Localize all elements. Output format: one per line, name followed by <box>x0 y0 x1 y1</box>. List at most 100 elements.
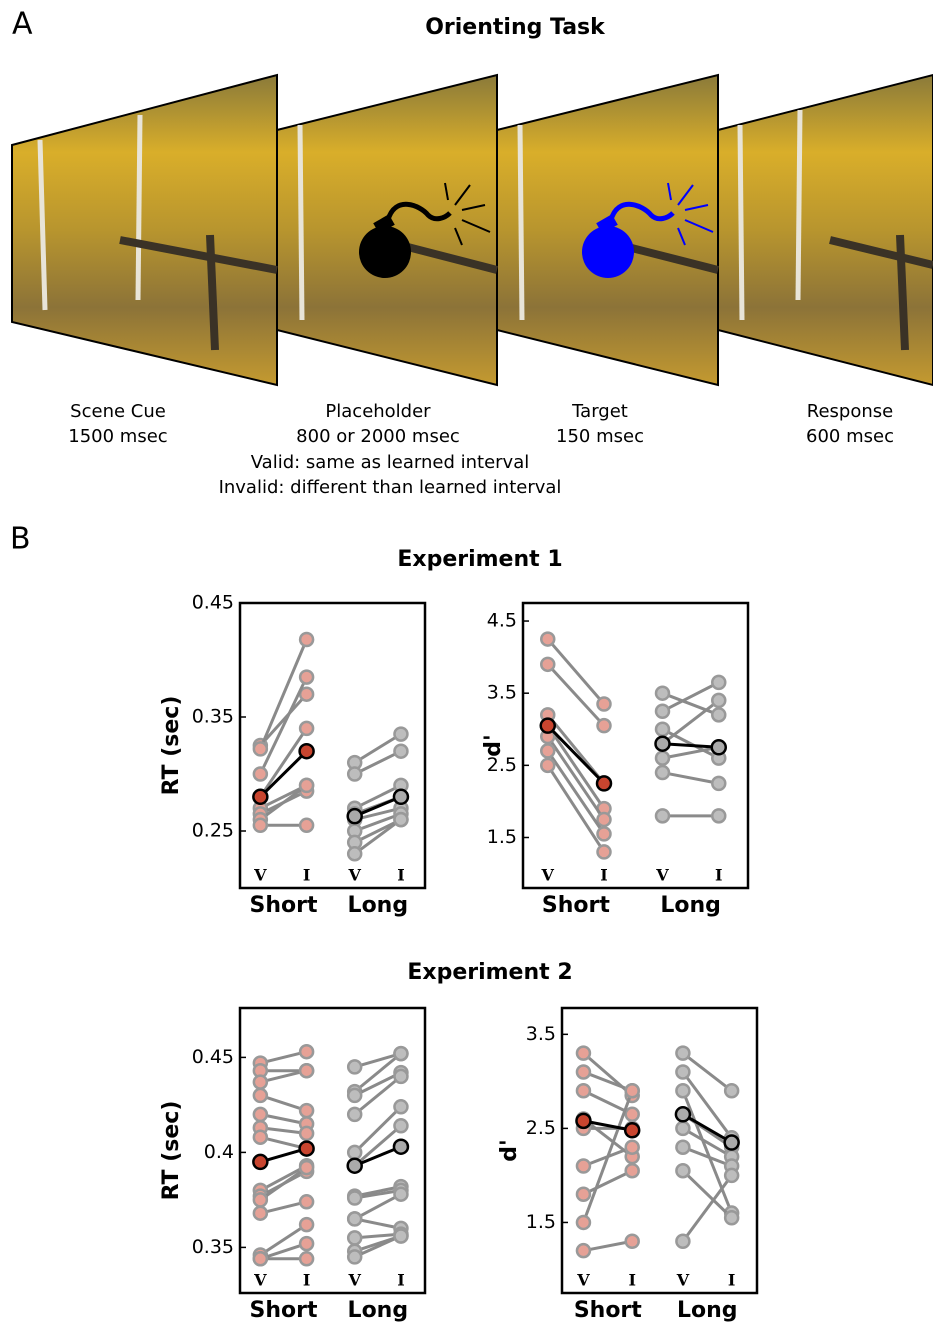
figure: A Orienting Task Scene Cue <box>0 0 933 1323</box>
subject-point <box>348 1089 361 1102</box>
note: Invalid: different than learned interval <box>219 477 562 498</box>
condition-label: I <box>303 866 310 885</box>
mean-point <box>394 1140 408 1154</box>
mean-point <box>348 809 362 823</box>
subject-point <box>598 813 611 826</box>
y-tick-label: 0.45 <box>192 592 234 614</box>
subject-line <box>583 1171 632 1195</box>
subject-point <box>348 1250 361 1263</box>
subject-line <box>663 773 719 784</box>
subject-point <box>676 1235 689 1248</box>
condition-label: I <box>303 1271 310 1290</box>
experiment-title: Experiment 2 <box>407 960 572 985</box>
y-tick-label: 1.5 <box>487 826 517 848</box>
mean-point <box>656 737 670 751</box>
condition-label: I <box>600 866 607 885</box>
subject-point <box>300 1104 313 1117</box>
subject-point <box>348 1231 361 1244</box>
subject-point <box>626 1108 639 1121</box>
mean-point <box>541 719 555 733</box>
subject-point <box>577 1160 590 1173</box>
subject-point <box>712 777 725 790</box>
y-tick-label: 0.45 <box>192 1046 234 1068</box>
condition-label: I <box>628 1271 635 1290</box>
subject-point <box>348 847 361 860</box>
group-label: Long <box>660 893 721 918</box>
subject-point <box>300 671 313 684</box>
mean-point <box>253 1155 267 1169</box>
condition-label: I <box>397 866 404 885</box>
condition-label: V <box>655 866 669 885</box>
subject-point <box>577 1216 590 1229</box>
subject-line <box>683 1175 732 1241</box>
subject-point <box>300 722 313 735</box>
subject-point <box>541 744 554 757</box>
y-axis-label: d' <box>481 734 506 756</box>
condition-label: V <box>253 866 267 885</box>
y-tick-label: 3.5 <box>526 1023 556 1045</box>
mean-point <box>253 790 267 804</box>
subject-point <box>598 827 611 840</box>
subject-point <box>577 1047 590 1060</box>
subject-point <box>598 845 611 858</box>
group-label: Short <box>542 893 610 918</box>
subject-point <box>712 708 725 721</box>
subject-point <box>394 1070 407 1083</box>
subject-point <box>300 1161 313 1174</box>
condition-label: I <box>397 1271 404 1290</box>
mean-point <box>348 1159 362 1173</box>
y-axis-label: RT (sec) <box>159 696 184 796</box>
subject-point <box>725 1084 738 1097</box>
y-tick-label: 2.5 <box>526 1117 556 1139</box>
subject-point <box>541 759 554 772</box>
experiment-title: Experiment 1 <box>397 547 562 572</box>
mean-point <box>725 1136 739 1150</box>
group-label: Short <box>249 1298 317 1323</box>
subject-point <box>254 1131 267 1144</box>
condition-label: V <box>541 866 555 885</box>
condition-label: V <box>676 1271 690 1290</box>
subject-point <box>712 694 725 707</box>
subject-point <box>254 1108 267 1121</box>
condition-label: V <box>253 1271 267 1290</box>
y-tick-label: 1.5 <box>526 1211 556 1233</box>
condition-label: I <box>715 866 722 885</box>
subject-point <box>300 1195 313 1208</box>
panel-label: A <box>12 7 33 42</box>
note: Valid: same as learned interval <box>251 452 529 473</box>
subject-point <box>712 676 725 689</box>
subject-point <box>541 633 554 646</box>
subject-point <box>300 1127 313 1140</box>
group-label: Short <box>574 1298 642 1323</box>
subject-point <box>598 719 611 732</box>
y-tick-label: 0.4 <box>204 1141 234 1163</box>
scene-frames <box>12 75 933 385</box>
subject-point <box>348 1108 361 1121</box>
subject-point <box>394 813 407 826</box>
stage-duration: 150 msec <box>556 426 644 447</box>
subject-point <box>254 819 267 832</box>
subject-point <box>394 1188 407 1201</box>
subject-point <box>676 1047 689 1060</box>
subject-point <box>656 766 669 779</box>
y-tick-label: 4.5 <box>487 610 517 632</box>
stage-name: Scene Cue <box>70 401 166 422</box>
panel-label: B <box>10 522 31 557</box>
mean-point <box>712 740 726 754</box>
condition-label: I <box>728 1271 735 1290</box>
y-tick-label: 0.25 <box>192 820 234 842</box>
subject-point <box>394 1100 407 1113</box>
subject-point <box>598 698 611 711</box>
y-tick-label: 3.5 <box>487 682 517 704</box>
subject-line <box>548 751 604 834</box>
subject-point <box>577 1188 590 1201</box>
mean-point <box>576 1114 590 1128</box>
subject-point <box>348 1146 361 1159</box>
subject-point <box>626 1084 639 1097</box>
subject-point <box>394 1230 407 1243</box>
subject-point <box>626 1141 639 1154</box>
subject-point <box>676 1164 689 1177</box>
subject-line <box>260 1168 306 1200</box>
subject-point <box>676 1122 689 1135</box>
subject-point <box>577 1084 590 1097</box>
